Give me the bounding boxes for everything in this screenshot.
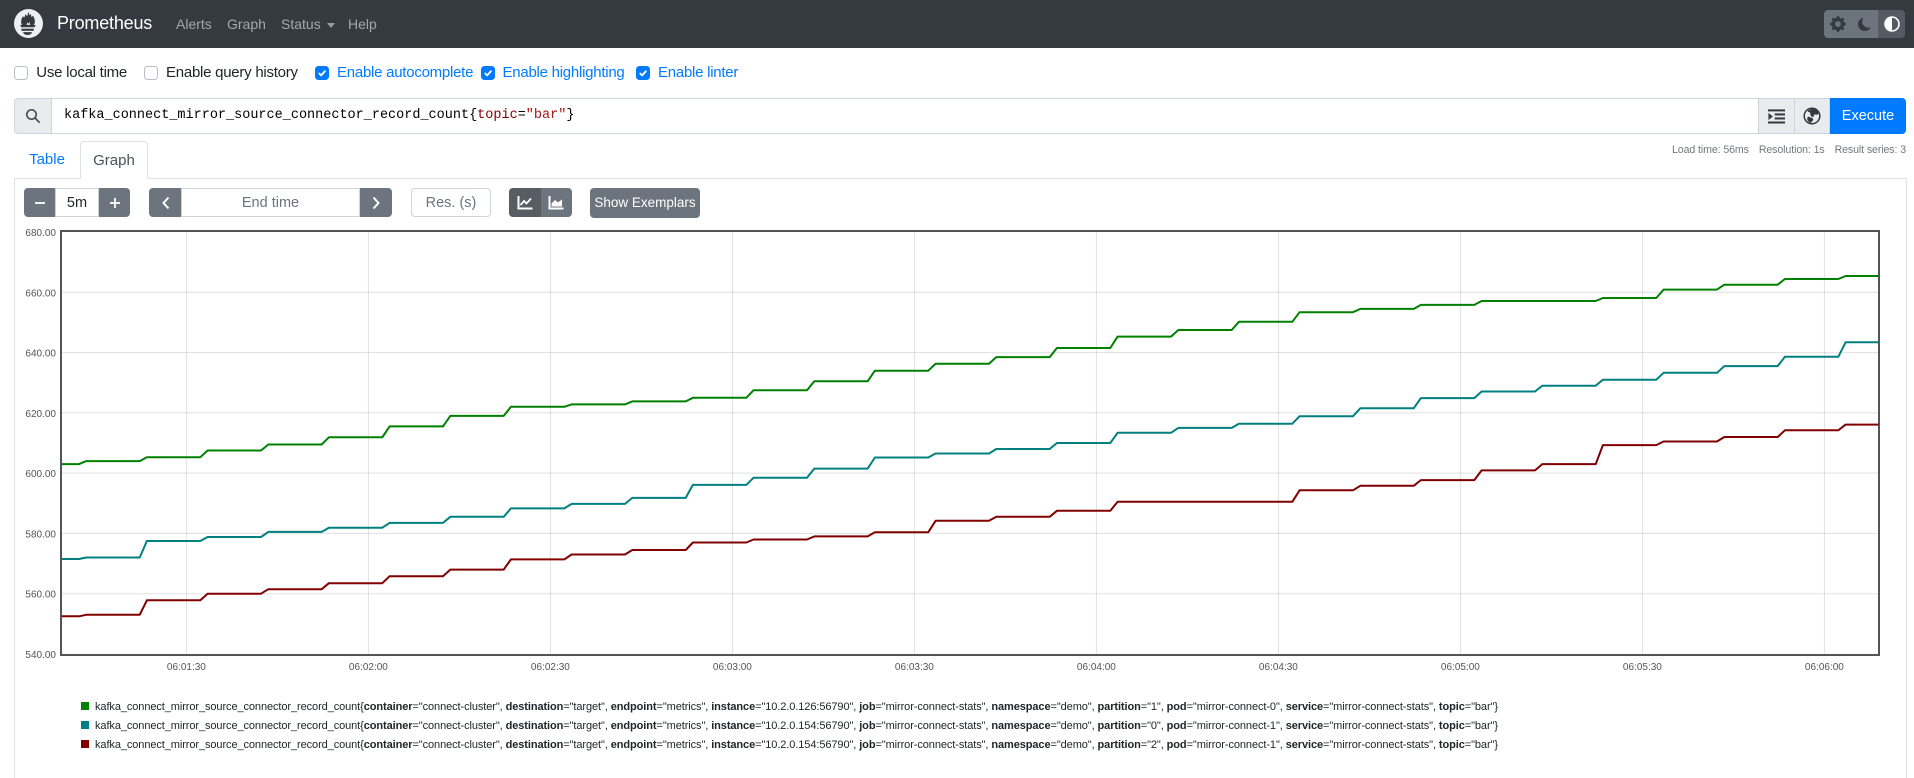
svg-text:560.00: 560.00 (25, 590, 56, 601)
svg-text:620.00: 620.00 (25, 409, 56, 420)
svg-text:600.00: 600.00 (25, 469, 56, 480)
svg-text:06:02:30: 06:02:30 (531, 662, 570, 673)
svg-text:06:05:00: 06:05:00 (1441, 662, 1480, 673)
svg-text:680.00: 680.00 (25, 228, 56, 239)
svg-text:660.00: 660.00 (25, 288, 56, 299)
svg-text:06:03:00: 06:03:00 (713, 662, 752, 673)
svg-text:580.00: 580.00 (25, 529, 56, 540)
svg-text:06:01:30: 06:01:30 (167, 662, 206, 673)
svg-text:06:02:00: 06:02:00 (349, 662, 388, 673)
svg-text:06:04:30: 06:04:30 (1259, 662, 1298, 673)
svg-text:06:06:00: 06:06:00 (1805, 662, 1844, 673)
svg-text:06:03:30: 06:03:30 (895, 662, 934, 673)
svg-text:640.00: 640.00 (25, 349, 56, 360)
svg-text:540.00: 540.00 (25, 650, 56, 661)
svg-text:06:04:00: 06:04:00 (1077, 662, 1116, 673)
svg-text:06:05:30: 06:05:30 (1623, 662, 1662, 673)
